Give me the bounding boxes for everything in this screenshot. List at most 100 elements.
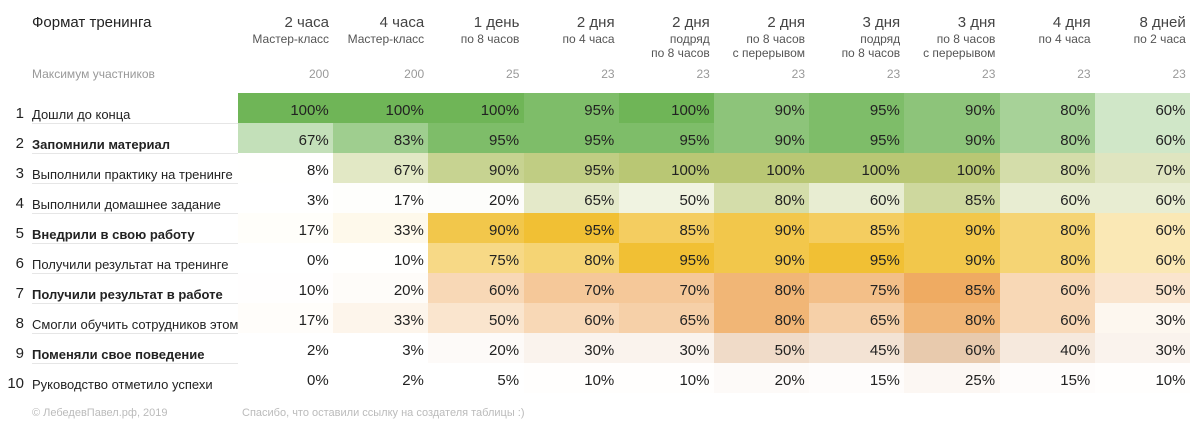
data-cell: 83% (333, 123, 429, 153)
column-header-label: 3 дня (957, 14, 996, 31)
data-cell: 70% (1094, 153, 1191, 183)
data-cell: 90% (714, 243, 810, 273)
max-participants-value: 25 (506, 67, 520, 81)
data-cell: 0% (238, 243, 334, 273)
data-cell: 100% (809, 153, 905, 183)
data-cell: 60% (1094, 243, 1191, 273)
data-cell: 33% (333, 303, 429, 333)
column-header: 4 часа Мастер-класс (333, 14, 428, 46)
footer-thanks: Спасибо, что оставили ссылку на создател… (242, 407, 525, 419)
column-header-label: 4 дня (1052, 14, 1091, 31)
column-header: 1 день по 8 часов (428, 14, 523, 46)
data-cell: 25% (904, 363, 1001, 393)
data-cell: 90% (428, 213, 525, 243)
column-header-sub: по 4 часа (1038, 32, 1091, 46)
data-cell: 100% (238, 93, 334, 123)
data-cell: 3% (238, 183, 334, 213)
data-cell: 50% (1094, 273, 1191, 303)
column-header: 8 дней по 2 часа (1095, 14, 1190, 46)
row-label: Получили результат в работе (32, 287, 223, 302)
data-cell: 80% (999, 153, 1096, 183)
data-cell: 100% (618, 153, 715, 183)
data-cell: 60% (523, 303, 620, 333)
data-cell: 80% (999, 213, 1096, 243)
data-cell: 80% (999, 243, 1096, 273)
row-label: Выполнили практику на тренинге (32, 167, 233, 182)
data-cell: 5% (428, 363, 525, 393)
column-header-label: 2 дня (576, 14, 615, 31)
data-cell: 50% (618, 183, 715, 213)
max-participants-label: Максимум участников (32, 67, 155, 81)
data-cell: 0% (238, 363, 334, 393)
data-cell: 70% (523, 273, 620, 303)
data-cell: 60% (999, 183, 1096, 213)
data-cell: 50% (714, 333, 810, 363)
column-header: 2 дня по 8 часов с перерывом (714, 14, 809, 60)
data-cell: 95% (523, 153, 620, 183)
data-cell: 8% (238, 153, 334, 183)
column-header-sub: подряд (669, 32, 710, 46)
row-number: 6 (15, 255, 24, 272)
data-cell: 10% (333, 243, 429, 273)
footer-copyright[interactable]: © ЛебедевПавел.рф, 2019 (32, 407, 168, 419)
data-cell: 60% (999, 303, 1096, 333)
data-cell: 60% (809, 183, 905, 213)
column-header: 2 дня подряд по 8 часов (619, 14, 714, 60)
column-header-sub: подряд (860, 32, 901, 46)
data-cell: 10% (523, 363, 620, 393)
column-header: 3 дня по 8 часов с перерывом (904, 14, 999, 60)
row-number: 4 (15, 195, 24, 212)
data-cell: 20% (714, 363, 810, 393)
column-header: 2 часа Мастер-класс (238, 14, 333, 46)
data-cell: 67% (333, 153, 429, 183)
row-number: 1 (15, 105, 24, 122)
max-participants-value: 23 (982, 67, 996, 81)
column-header: 4 дня по 4 часа (1000, 14, 1095, 46)
data-cell: 20% (333, 273, 429, 303)
data-cell: 90% (714, 213, 810, 243)
row-number: 10 (7, 375, 24, 392)
data-cell: 90% (428, 153, 525, 183)
max-participants-value: 23 (1172, 67, 1186, 81)
data-cell: 95% (428, 123, 525, 153)
row-label: Запомнили материал (32, 137, 171, 152)
table-title: Формат тренинга (32, 14, 152, 31)
data-cell: 80% (523, 243, 620, 273)
column-header-sub: Мастер-класс (347, 32, 425, 46)
data-cell: 60% (428, 273, 525, 303)
data-cell: 33% (333, 213, 429, 243)
data-cell: 95% (809, 123, 905, 153)
row-label: Руководство отметило успехи (32, 377, 213, 392)
data-cell: 3% (333, 333, 429, 363)
data-cell: 60% (1094, 213, 1191, 243)
column-header-label: 3 дня (862, 14, 901, 31)
data-cell: 100% (428, 93, 525, 123)
data-cell: 10% (618, 363, 715, 393)
max-participants-value: 23 (1077, 67, 1091, 81)
max-participants-value: 23 (601, 67, 615, 81)
data-cell: 90% (714, 93, 810, 123)
data-cell: 30% (1094, 333, 1191, 363)
column-header-sub: по 8 часов (936, 32, 996, 46)
max-participants-value: 23 (791, 67, 805, 81)
data-cell: 20% (428, 333, 525, 363)
data-cell: 2% (238, 333, 334, 363)
data-cell: 20% (428, 183, 525, 213)
row-label: Получили результат на тренинге (32, 257, 229, 272)
data-cell: 80% (999, 93, 1096, 123)
data-cell: 45% (809, 333, 905, 363)
data-cell: 90% (904, 243, 1001, 273)
data-cell: 90% (714, 123, 810, 153)
data-cell: 60% (1094, 183, 1191, 213)
data-cell: 90% (904, 213, 1001, 243)
max-participants-value: 23 (886, 67, 901, 81)
row-number: 5 (15, 225, 24, 242)
data-cell: 17% (333, 183, 429, 213)
data-cell: 80% (714, 273, 810, 303)
data-cell: 100% (333, 93, 429, 123)
data-cell: 30% (523, 333, 620, 363)
data-cell: 85% (904, 183, 1001, 213)
data-cell: 85% (618, 213, 715, 243)
data-cell: 65% (523, 183, 620, 213)
data-cell: 75% (809, 273, 905, 303)
